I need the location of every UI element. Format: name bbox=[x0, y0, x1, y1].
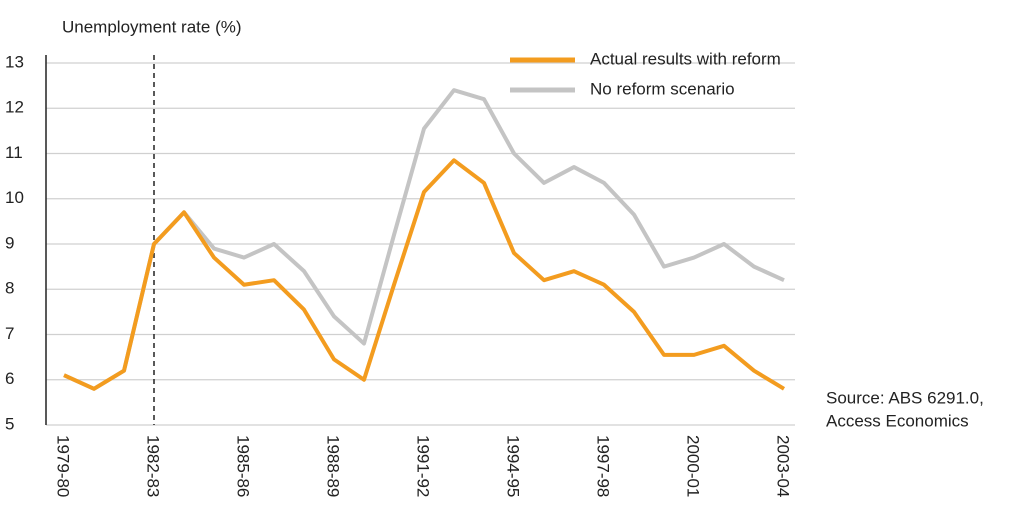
x-tick-label: 1985-86 bbox=[234, 435, 253, 497]
series-line bbox=[63, 88, 785, 391]
y-tick-label: 9 bbox=[5, 233, 14, 252]
y-tick-label: 13 bbox=[5, 52, 24, 71]
legend-label: No reform scenario bbox=[590, 79, 735, 98]
y-tick-label: 11 bbox=[5, 143, 23, 162]
legend-label: Actual results with reform bbox=[590, 49, 781, 68]
x-tick-label: 1982-83 bbox=[144, 435, 163, 497]
y-axis-label: Unemployment rate (%) bbox=[62, 17, 242, 36]
x-tick-label: 1988-89 bbox=[324, 435, 343, 497]
source-line: Access Economics bbox=[826, 411, 969, 430]
x-tick-label: 2000-01 bbox=[684, 435, 703, 497]
source-line: Source: ABS 6291.0, bbox=[826, 388, 984, 407]
x-tick-label: 1994-95 bbox=[504, 435, 523, 497]
x-tick-label: 2003-04 bbox=[774, 435, 793, 497]
y-tick-label: 5 bbox=[5, 414, 14, 433]
y-tick-label: 8 bbox=[5, 279, 14, 298]
y-tick-label: 10 bbox=[5, 188, 24, 207]
y-tick-label: 12 bbox=[5, 98, 24, 117]
y-tick-label: 6 bbox=[5, 369, 14, 388]
x-tick-label: 1997-98 bbox=[594, 435, 613, 497]
series-line bbox=[63, 158, 786, 391]
x-tick-label: 1991-92 bbox=[414, 435, 433, 497]
x-tick-label: 1979-80 bbox=[54, 435, 73, 497]
y-tick-label: 7 bbox=[5, 324, 14, 343]
